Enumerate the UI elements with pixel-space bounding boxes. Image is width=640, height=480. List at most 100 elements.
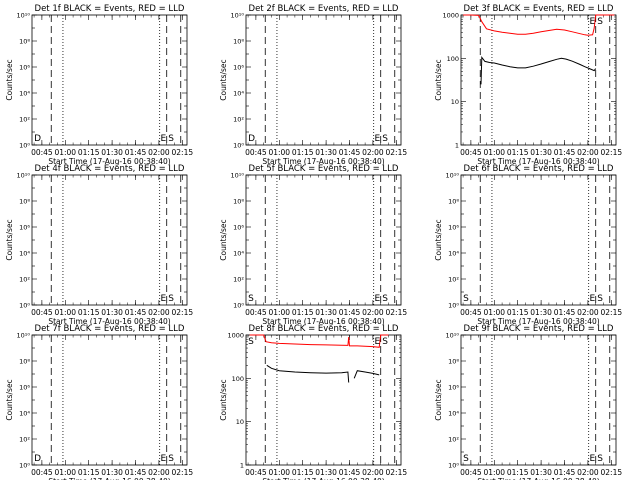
panel-title: Det 5f BLACK = Events, RED = LLD: [249, 164, 399, 174]
marker-e: E: [160, 134, 166, 144]
x-tick-label: 00:45: [245, 308, 267, 317]
plot-frame: [245, 174, 402, 306]
x-tick-label: 01:45: [339, 308, 361, 317]
y-tick-label: 10¹⁰: [17, 332, 31, 340]
y-tick-label: 10⁸: [19, 198, 30, 206]
plot-frame: [245, 334, 402, 466]
y-tick-label: 10⁸: [19, 358, 30, 366]
x-tick-label: 02:15: [386, 148, 408, 157]
x-tick-label: 01:30: [530, 308, 552, 317]
y-axis-label: Counts/sec: [434, 219, 443, 260]
x-tick-label: 01:00: [54, 148, 76, 157]
x-tick-label: 01:00: [483, 308, 505, 317]
x-tick-label: 01:15: [507, 468, 529, 477]
x-tick-label: 02:00: [362, 308, 384, 317]
marker-e: E: [589, 294, 595, 304]
plot-frame: [31, 174, 188, 306]
panel-title: Det 8f BLACK = Events, RED = LLD: [249, 324, 399, 334]
y-tick-label: 1000: [442, 12, 459, 20]
x-tick-label: 01:45: [339, 148, 361, 157]
marker-e: E: [374, 337, 380, 347]
x-axis-label: Start Time (17-Aug-16 00:38:40): [48, 317, 170, 326]
x-tick-label: 00:45: [31, 148, 53, 157]
y-tick-label: 1000: [227, 332, 244, 340]
marker-e: E: [374, 134, 380, 144]
x-axis-label: Start Time (17-Aug-16 00:38:40): [262, 157, 384, 166]
y-tick-label: 10⁰: [19, 462, 30, 470]
y-tick-label: 10²: [448, 436, 459, 444]
x-tick-label: 01:15: [78, 148, 100, 157]
x-tick-label: 01:45: [125, 148, 147, 157]
x-tick-label: 01:30: [315, 308, 337, 317]
events-series-line: [266, 364, 350, 383]
y-tick-label: 10⁸: [233, 38, 244, 46]
y-axis-label: Counts/sec: [5, 379, 14, 420]
x-tick-label: 01:30: [101, 308, 123, 317]
x-axis-label: Start Time (17-Aug-16 00:38:40): [48, 157, 170, 166]
marker-s: S: [463, 294, 469, 304]
y-tick-label: 1: [455, 142, 459, 150]
y-tick-label: 10⁶: [448, 224, 459, 232]
y-tick-label: 10⁰: [448, 302, 459, 310]
y-tick-label: 10⁸: [448, 358, 459, 366]
y-tick-label: 10¹⁰: [231, 172, 245, 180]
x-tick-label: 00:45: [460, 308, 482, 317]
panel-det-2: Det 2f BLACK = Events, RED = LLD 10⁰ 10² 10…: [219, 4, 407, 166]
plot-frame: [460, 174, 617, 306]
events-series-line: [353, 370, 380, 379]
y-tick-label: 100: [232, 375, 244, 383]
x-tick-label: 01:45: [125, 468, 147, 477]
marker-s: S: [463, 454, 469, 464]
y-tick-label: 10¹⁰: [17, 12, 31, 20]
y-tick-label: 10⁸: [448, 198, 459, 206]
panel-det-5: Det 5f BLACK = Events, RED = LLD 10⁰ 10² 10…: [219, 164, 407, 326]
y-axis-label: Counts/sec: [434, 379, 443, 420]
panel-det-3: Det 3f BLACK = Events, RED = LLD 1 10 100 10…: [434, 4, 622, 166]
x-tick-label: 01:00: [268, 308, 290, 317]
x-tick-label: 01:15: [292, 148, 314, 157]
x-tick-label: 01:00: [483, 148, 505, 157]
plot-frame: [31, 334, 188, 466]
panel-det-4: Det 4f BLACK = Events, RED = LLD 10⁰ 10² 10…: [5, 164, 193, 326]
x-tick-label: 02:00: [148, 308, 170, 317]
panel-det-6: Det 6f BLACK = Events, RED = LLD 10⁰ 10² 10…: [434, 164, 622, 326]
y-tick-label: 10⁰: [448, 462, 459, 470]
panel-det-9: Det 9f BLACK = Events, RED = LLD 10⁰ 10² 10…: [434, 324, 622, 480]
marker-e: E: [160, 454, 166, 464]
y-tick-label: 10: [451, 98, 459, 106]
marker-d: D: [248, 134, 255, 144]
marker-s: S: [597, 454, 603, 464]
y-tick-label: 10⁴: [19, 410, 30, 418]
x-tick-label: 01:30: [315, 148, 337, 157]
x-tick-label: 01:45: [554, 308, 576, 317]
x-tick-label: 01:30: [315, 468, 337, 477]
y-tick-label: 100: [447, 55, 459, 63]
y-tick-label: 10⁴: [19, 90, 30, 98]
marker-s: S: [382, 134, 388, 144]
y-axis-label: Counts/sec: [219, 379, 228, 420]
x-tick-label: 01:45: [554, 468, 576, 477]
y-tick-label: 10⁶: [19, 64, 30, 72]
x-tick-label: 00:45: [245, 148, 267, 157]
y-tick-label: 10²: [233, 116, 244, 124]
x-tick-label: 01:15: [292, 468, 314, 477]
y-tick-label: 1: [240, 462, 244, 470]
y-tick-label: 10⁰: [233, 142, 244, 150]
y-tick-label: 10⁶: [19, 224, 30, 232]
x-tick-label: 01:15: [78, 468, 100, 477]
x-tick-label: 02:00: [362, 468, 384, 477]
y-tick-label: 10⁶: [19, 384, 30, 392]
x-tick-label: 02:15: [386, 468, 408, 477]
y-tick-label: 10: [236, 418, 244, 426]
y-tick-label: 10⁸: [19, 38, 30, 46]
x-tick-label: 01:15: [78, 308, 100, 317]
x-tick-label: 01:30: [101, 148, 123, 157]
x-tick-label: 01:15: [507, 308, 529, 317]
x-axis-label: Start Time (17-Aug-16 00:38:40): [48, 477, 170, 480]
x-tick-label: 02:15: [172, 308, 194, 317]
panel-det-7: Det 7f BLACK = Events, RED = LLD 10⁰ 10² 10…: [5, 324, 193, 480]
y-tick-label: 10²: [233, 276, 244, 284]
x-tick-label: 01:00: [268, 468, 290, 477]
marker-s: S: [168, 294, 174, 304]
x-tick-label: 01:45: [125, 308, 147, 317]
